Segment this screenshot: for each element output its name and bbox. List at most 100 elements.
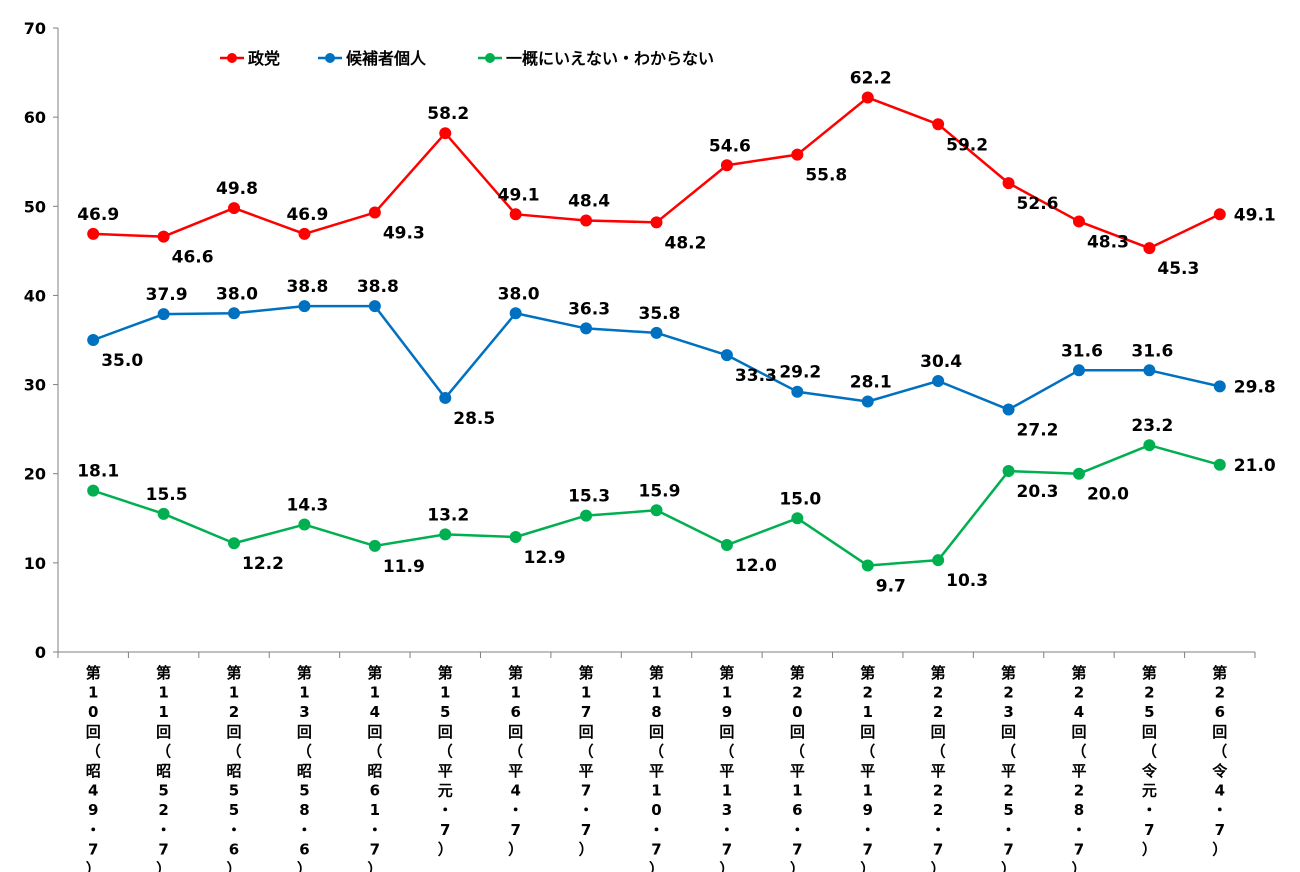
x-category-label: 第 1 3 回（昭 5 8 ・ 6） (297, 664, 312, 872)
data-label: 54.6 (709, 136, 751, 156)
data-label: 15.9 (639, 481, 681, 501)
data-label: 46.9 (77, 205, 119, 225)
y-tick-label: 50 (24, 197, 46, 216)
data-label: 13.2 (427, 505, 469, 525)
data-point (580, 322, 593, 335)
data-label: 48.3 (1087, 232, 1129, 252)
data-label: 18.1 (77, 462, 119, 482)
data-point (650, 216, 663, 229)
data-label: 48.4 (568, 192, 610, 212)
y-tick-label: 70 (24, 19, 46, 38)
data-label: 48.2 (665, 233, 707, 253)
data-label: 29.2 (779, 363, 821, 383)
data-label: 36.3 (568, 299, 610, 319)
legend-marker (227, 53, 237, 63)
data-point (228, 307, 241, 320)
data-label: 62.2 (850, 69, 892, 89)
x-category-label: 第 2 0 回（平 1 6 ・ 7） (790, 664, 805, 872)
data-point (1002, 465, 1015, 478)
series-layer (87, 91, 1226, 572)
data-point (1072, 467, 1085, 480)
data-label: 21.0 (1234, 456, 1276, 476)
x-category-label: 第 1 8 回（平 1 0 ・ 7） (649, 664, 664, 872)
data-label: 45.3 (1157, 259, 1199, 279)
data-point (861, 395, 874, 408)
data-point (932, 118, 945, 131)
data-label: 28.1 (850, 373, 892, 393)
data-point (1002, 177, 1015, 190)
data-label: 49.1 (498, 185, 540, 205)
data-point (650, 504, 663, 517)
data-label: 31.6 (1131, 341, 1173, 361)
x-category-label: 第 2 6 回（令 4 ・ 7） (1212, 664, 1228, 858)
x-category-label: 第 2 5 回（令元・ 7） (1142, 664, 1158, 858)
x-category-label: 第 1 2 回（昭 5 5 ・ 6） (227, 664, 242, 872)
data-label: 46.6 (172, 248, 214, 268)
data-point (1143, 242, 1156, 255)
data-point (720, 349, 733, 362)
data-label: 46.9 (286, 205, 328, 225)
data-point (87, 484, 100, 497)
x-category-label: 第 1 1 回（昭 5 2 ・ 7） (156, 664, 171, 872)
data-label: 52.6 (1017, 194, 1059, 214)
data-label: 58.2 (427, 104, 469, 124)
data-point (509, 307, 522, 320)
data-point (509, 208, 522, 221)
data-point (1072, 364, 1085, 377)
data-point (1213, 380, 1226, 393)
data-label: 15.5 (146, 485, 188, 505)
data-label: 27.2 (1017, 421, 1059, 441)
data-point (228, 202, 241, 215)
data-label: 14.3 (286, 496, 328, 516)
legend-marker (325, 53, 335, 63)
y-axis-ticks: 0 10 20 30 40 50 60 70 (24, 19, 58, 662)
data-label: 59.2 (946, 135, 988, 155)
data-point (368, 539, 381, 552)
y-tick-label: 40 (24, 286, 46, 305)
x-category-label: 第 1 7 回（平 7 ・ 7） (579, 664, 594, 858)
data-point (1072, 215, 1085, 228)
data-label: 20.3 (1017, 482, 1059, 502)
data-point (1213, 208, 1226, 221)
data-point (1213, 458, 1226, 471)
data-label: 11.9 (383, 557, 425, 577)
data-point (1143, 364, 1156, 377)
data-label: 12.2 (242, 554, 284, 574)
data-label: 30.4 (920, 352, 962, 372)
data-point (439, 391, 452, 404)
data-point (298, 300, 311, 313)
x-category-label: 第 1 6 回（平 4 ・ 7） (508, 664, 523, 858)
data-point (720, 539, 733, 552)
axes (57, 28, 1256, 658)
data-point (1143, 439, 1156, 452)
data-point (439, 127, 452, 140)
data-labels: 46.9 46.6 49.8 46.9 49.3 58.2 49.1 48.4 48.2 54.6… (77, 69, 1276, 597)
data-point (368, 206, 381, 219)
data-label: 35.0 (101, 351, 143, 371)
data-label: 9.7 (876, 577, 906, 597)
data-point (580, 214, 593, 227)
data-label: 10.3 (946, 571, 988, 591)
data-label: 38.8 (286, 277, 328, 297)
y-tick-label: 30 (24, 376, 46, 395)
legend-label: 一概にいえない・わからない (506, 49, 714, 68)
data-point (861, 91, 874, 104)
data-point (157, 507, 170, 520)
data-point (791, 148, 804, 161)
data-point (157, 308, 170, 321)
legend-marker (485, 53, 495, 63)
data-label: 28.5 (453, 409, 495, 429)
data-point (791, 385, 804, 398)
data-point (298, 227, 311, 240)
x-category-label: 第 2 2 回（平 2 2 ・ 7） (931, 664, 946, 872)
y-tick-label: 0 (35, 643, 46, 662)
x-category-label: 第 2 3 回（平 2 5 ・ 7） (1001, 664, 1016, 872)
data-point (650, 326, 663, 339)
data-point (1002, 403, 1015, 416)
data-point (157, 230, 170, 243)
data-label: 23.2 (1131, 416, 1173, 436)
data-label: 38.8 (357, 277, 399, 297)
x-category-label: 第 2 1 回（平 1 9 ・ 7） (860, 664, 875, 872)
x-category-label: 第 1 5 回（平元・ 7） (438, 664, 453, 858)
data-point (720, 159, 733, 172)
